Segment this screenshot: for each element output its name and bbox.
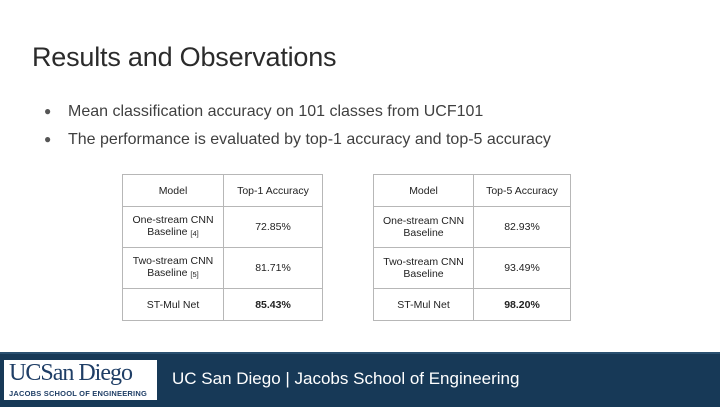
- top5-cell: 98.20%: [473, 288, 571, 321]
- column-gap: [322, 288, 374, 321]
- header-model-top5: Model: [373, 174, 474, 207]
- bullet-item: ● The performance is evaluated by top-1 a…: [44, 125, 551, 153]
- model-cell: Two-stream CNN Baseline: [373, 247, 474, 289]
- results-table: Model Top-1 Accuracy Model Top-5 Accurac…: [122, 174, 571, 321]
- ucsd-logo: UCSan Diego JACOBS SCHOOL OF ENGINEERING: [4, 360, 157, 400]
- slide-title: Results and Observations: [32, 42, 337, 72]
- footer-bar: UCSan Diego JACOBS SCHOOL OF ENGINEERING…: [0, 352, 720, 407]
- footer-text: UC San Diego | Jacobs School of Engineer…: [172, 369, 520, 388]
- table-header-row: Model Top-1 Accuracy Model Top-5 Accurac…: [122, 174, 571, 207]
- top5-cell: 82.93%: [473, 206, 571, 248]
- bullet-dot-icon: ●: [44, 104, 52, 118]
- logo-wordmark: UCSan Diego: [9, 360, 133, 386]
- model-cell: One-stream CNN Baseline: [373, 206, 474, 248]
- top1-cell: 81.71%: [223, 247, 323, 289]
- model-cell: ST-Mul Net: [373, 288, 474, 321]
- column-gap: [322, 247, 374, 289]
- top5-cell: 93.49%: [473, 247, 571, 289]
- bullet-text: Mean classification accuracy on 101 clas…: [68, 103, 484, 120]
- model-cell: One-stream CNN Baseline [4]: [122, 206, 224, 248]
- bullet-text: The performance is evaluated by top-1 ac…: [68, 131, 551, 148]
- header-top1-accuracy: Top-1 Accuracy: [223, 174, 323, 207]
- model-cell: Two-stream CNN Baseline [5]: [122, 247, 224, 289]
- table-row: ST-Mul Net 85.43% ST-Mul Net 98.20%: [122, 288, 571, 321]
- header-model-top1: Model: [122, 174, 224, 207]
- top1-cell: 72.85%: [223, 206, 323, 248]
- top1-cell: 85.43%: [223, 288, 323, 321]
- bullet-list: ● Mean classification accuracy on 101 cla…: [44, 97, 551, 153]
- bullet-item: ● Mean classification accuracy on 101 cla…: [44, 97, 551, 125]
- table-row: Two-stream CNN Baseline [5] 81.71% Two-s…: [122, 247, 571, 289]
- citation-ref: [4]: [190, 229, 199, 238]
- column-gap: [322, 206, 374, 248]
- citation-ref: [5]: [190, 270, 199, 279]
- column-gap: [322, 174, 374, 207]
- logo-subtitle: JACOBS SCHOOL OF ENGINEERING: [9, 389, 147, 398]
- model-cell: ST-Mul Net: [122, 288, 224, 321]
- bullet-dot-icon: ●: [44, 132, 52, 146]
- table-row: One-stream CNN Baseline [4] 72.85% One-s…: [122, 206, 571, 248]
- header-top5-accuracy: Top-5 Accuracy: [473, 174, 571, 207]
